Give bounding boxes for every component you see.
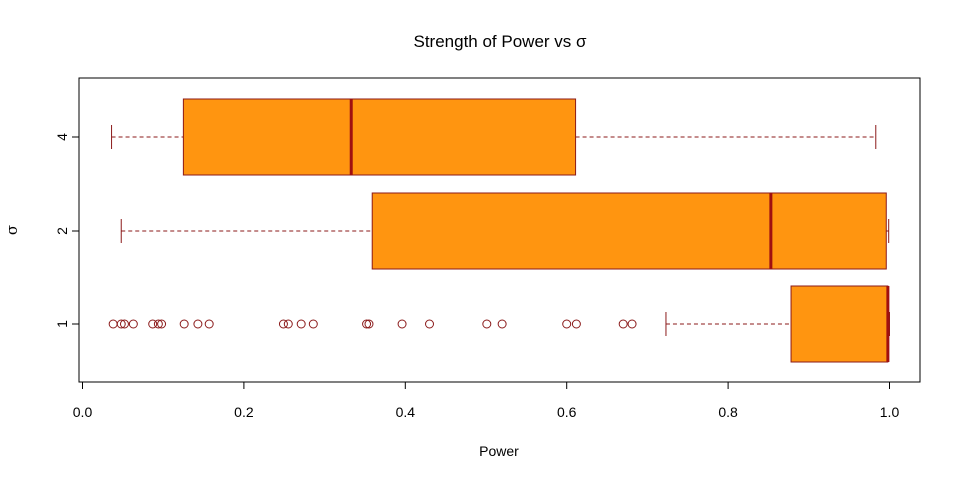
box-iqr	[182, 98, 577, 176]
y-axis-label: σ	[3, 225, 21, 235]
x-tick-label: 0.2	[234, 404, 254, 420]
outlier-point	[128, 319, 138, 329]
x-tick-label: 0.0	[73, 404, 93, 420]
outlier-point	[296, 319, 306, 329]
boxes-layer	[108, 98, 890, 363]
outlier-point	[278, 319, 288, 329]
x-axis-label: Power	[479, 443, 519, 459]
x-tick-label: 0.4	[396, 404, 416, 420]
outlier-point	[119, 319, 129, 329]
y-axis: 1 2 4	[54, 133, 80, 328]
outlier-point	[497, 319, 507, 329]
x-tick-label: 1.0	[880, 404, 900, 420]
outlier-point	[283, 319, 293, 329]
x-tick-label: 0.8	[718, 404, 738, 420]
outlier-point	[204, 319, 214, 329]
y-tick-label: 4	[54, 133, 70, 141]
outlier-point	[627, 319, 637, 329]
outlier-point	[562, 319, 572, 329]
outlier-point	[148, 319, 158, 329]
outlier-point	[482, 319, 492, 329]
outlier-point	[157, 319, 167, 329]
box-group-2	[120, 192, 890, 270]
box-iqr	[790, 285, 889, 363]
y-tick-label: 1	[54, 320, 70, 328]
outlier-point	[308, 319, 318, 329]
box-iqr	[371, 192, 887, 270]
chart-title: Strength of Power vs σ	[413, 32, 587, 51]
outlier-point	[116, 319, 126, 329]
x-axis: 0.0 0.2 0.4 0.6 0.8 1.0	[73, 381, 900, 420]
x-tick-label: 0.6	[557, 404, 577, 420]
outlier-point	[193, 319, 203, 329]
outlier-point	[571, 319, 581, 329]
outlier-point	[618, 319, 628, 329]
outlier-point	[179, 319, 189, 329]
box-group-1	[108, 285, 890, 363]
outlier-point	[397, 319, 407, 329]
box-group-4	[111, 98, 877, 176]
outlier-point	[153, 319, 163, 329]
outlier-point	[108, 319, 118, 329]
outlier-point	[425, 319, 435, 329]
outlier-point	[364, 319, 374, 329]
outlier-point	[362, 319, 372, 329]
y-tick-label: 2	[54, 227, 70, 235]
